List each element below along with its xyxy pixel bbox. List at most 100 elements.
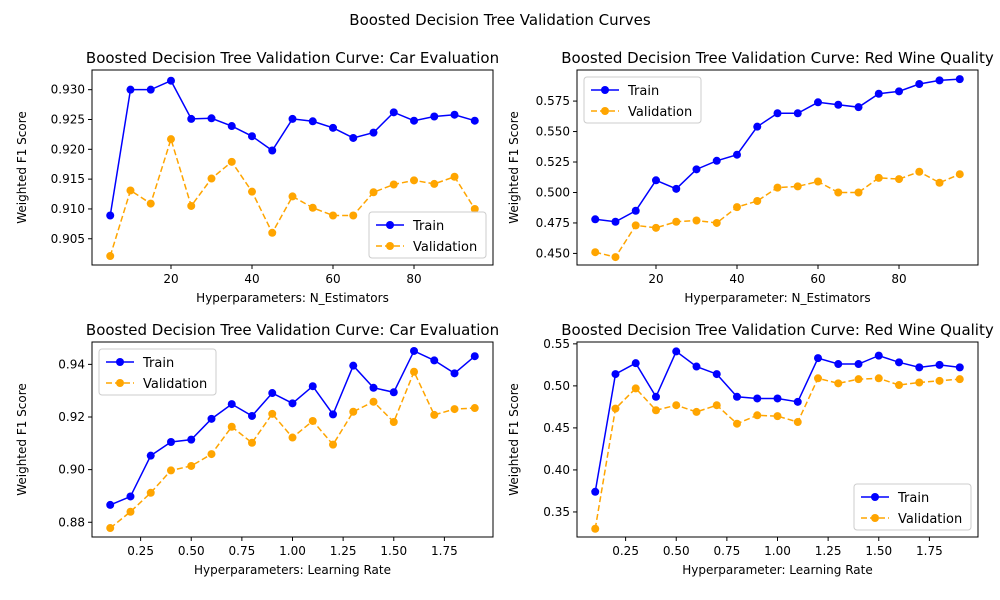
data-point-validation: [874, 374, 883, 383]
legend-label-validation: Validation: [628, 105, 692, 120]
data-point-train: [207, 414, 216, 423]
axes-frame: [576, 341, 979, 538]
data-point-train: [834, 100, 843, 109]
data-point-train: [126, 492, 135, 501]
data-point-validation: [895, 175, 904, 184]
data-point-train: [631, 359, 640, 368]
data-point-train: [166, 438, 175, 446]
data-point-validation: [166, 135, 175, 144]
x-tick-label: 40: [729, 272, 744, 286]
data-point-train: [389, 388, 398, 397]
y-tick-label: 0.450: [536, 246, 570, 260]
x-tick-label: 1.25: [330, 544, 357, 558]
data-point-train: [106, 500, 115, 509]
data-point-train: [895, 87, 904, 96]
data-point-validation: [591, 524, 600, 533]
data-point-train: [732, 150, 741, 159]
data-point-train: [369, 383, 378, 392]
data-point-train: [349, 133, 358, 142]
legend-marker-train: [871, 493, 879, 501]
data-point-validation: [430, 179, 439, 188]
x-axis-label: Hyperparameters: N_Estimators: [196, 291, 389, 305]
data-point-validation: [753, 197, 762, 206]
data-point-train: [187, 114, 196, 123]
y-tick-label: 0.925: [51, 112, 85, 126]
data-point-train: [207, 114, 216, 123]
y-tick-label: 0.50: [543, 379, 570, 393]
data-point-validation: [227, 157, 236, 166]
y-tick-label: 0.920: [51, 142, 85, 156]
subplots-grid: Boosted Decision Tree Validation Curve: …: [15, 49, 994, 577]
data-point-train: [793, 109, 802, 118]
y-tick-label: 0.92: [58, 410, 85, 424]
data-point-validation: [631, 384, 640, 393]
legend-label-train: Train: [142, 356, 174, 371]
y-axis-label: Weighted F1 Score: [507, 111, 521, 224]
data-point-validation: [611, 404, 620, 413]
data-point-validation: [814, 374, 823, 383]
y-tick-label: 0.55: [543, 337, 570, 351]
data-point-train: [329, 123, 338, 132]
data-point-validation: [308, 416, 317, 425]
y-tick-label: 0.90: [58, 463, 85, 477]
data-point-train: [146, 85, 155, 94]
data-point-train: [329, 410, 338, 419]
data-point-train: [773, 109, 782, 118]
data-point-validation: [672, 217, 681, 226]
legend: Train Validation: [98, 348, 217, 396]
x-tick-label: 80: [406, 272, 421, 286]
legend: Train Validation: [583, 76, 702, 124]
x-tick-label: 0.25: [127, 544, 154, 558]
data-point-validation: [106, 252, 115, 261]
figure-suptitle: Boosted Decision Tree Validation Curves: [349, 11, 651, 29]
data-point-validation: [874, 173, 883, 182]
data-point-train: [470, 116, 479, 125]
axes-frame: [576, 69, 979, 266]
data-point-validation: [288, 433, 297, 442]
x-tick-label: 1.50: [380, 544, 407, 558]
data-point-validation: [712, 401, 721, 410]
data-point-train: [410, 116, 419, 125]
data-point-validation: [955, 170, 964, 179]
data-point-validation: [389, 180, 398, 189]
subplot-title: Boosted Decision Tree Validation Curve: …: [86, 49, 499, 67]
data-point-train: [935, 76, 944, 85]
subplot-title: Boosted Decision Tree Validation Curve: …: [561, 321, 994, 339]
data-point-train: [349, 361, 358, 370]
data-point-train: [410, 346, 419, 355]
data-point-train: [288, 114, 297, 123]
data-point-validation: [308, 203, 317, 212]
legend-marker-validation: [386, 242, 394, 250]
x-tick-label: 60: [325, 272, 340, 286]
data-point-validation: [349, 211, 358, 220]
x-tick-label: 0.25: [612, 544, 639, 558]
data-point-validation: [935, 376, 944, 385]
data-point-train: [126, 85, 135, 94]
y-tick-label: 0.40: [543, 463, 570, 477]
x-tick-label: 20: [648, 272, 663, 286]
data-point-validation: [793, 182, 802, 191]
data-point-validation: [692, 407, 701, 416]
y-tick-label: 0.475: [536, 216, 570, 230]
data-point-validation: [126, 507, 135, 516]
data-point-train: [247, 132, 256, 141]
y-tick-label: 0.45: [543, 421, 570, 435]
legend-marker-validation: [871, 514, 879, 522]
y-tick-label: 0.905: [51, 232, 85, 246]
data-point-train: [106, 211, 115, 220]
data-point-validation: [410, 176, 419, 185]
x-tick-label: 0.50: [178, 544, 205, 558]
data-point-validation: [450, 172, 459, 181]
data-point-validation: [247, 187, 256, 196]
data-point-train: [430, 356, 439, 365]
subplot-title: Boosted Decision Tree Validation Curve: …: [86, 321, 499, 339]
axes-frame: [91, 341, 494, 538]
subplot-2: Boosted Decision Tree Validation Curve: …: [507, 49, 994, 305]
data-point-train: [227, 400, 236, 409]
data-point-validation: [793, 418, 802, 427]
data-point-validation: [329, 440, 338, 449]
x-tick-label: 0.75: [714, 544, 741, 558]
data-point-validation: [915, 378, 924, 387]
x-axis-label: Hyperparameters: Learning Rate: [194, 563, 391, 577]
